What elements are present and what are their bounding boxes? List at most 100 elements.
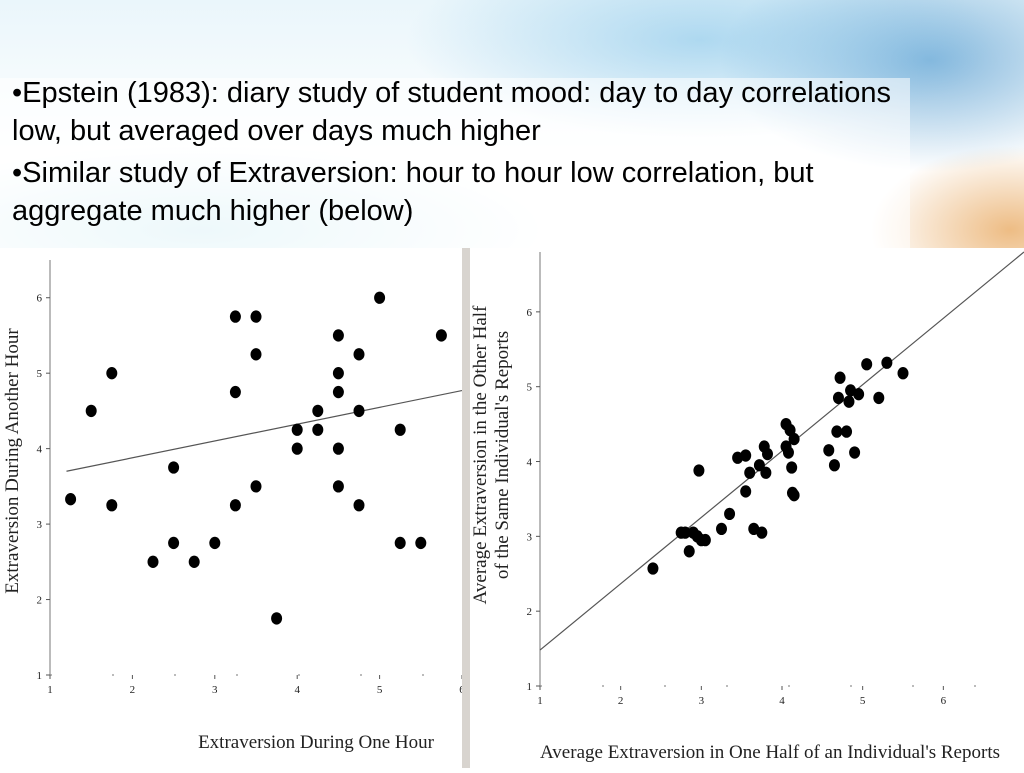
text-panel xyxy=(0,78,910,248)
data-point xyxy=(415,536,427,550)
data-point xyxy=(761,447,773,461)
data-point xyxy=(699,533,711,547)
data-point xyxy=(647,562,659,575)
data-point xyxy=(291,423,303,436)
data-point xyxy=(188,555,200,568)
data-point xyxy=(374,291,386,304)
data-point xyxy=(332,480,344,493)
data-point xyxy=(435,329,447,342)
data-point xyxy=(229,310,241,323)
y-tick-label: 4 xyxy=(37,444,43,456)
data-point xyxy=(740,449,752,462)
data-point xyxy=(85,404,97,418)
y-tick-label: 2 xyxy=(527,606,533,618)
data-point xyxy=(332,329,344,342)
data-point xyxy=(841,425,853,438)
y-axis-title-line: of the Same Individual's Reports xyxy=(492,331,513,579)
scatter-plot-aggregate: 1 2 3 4 5 6 1 2 3 4 5 6 Average Extraversion in One … xyxy=(470,251,1024,763)
y-tick-label: 4 xyxy=(527,457,533,469)
y-tick-label: 2 xyxy=(37,595,43,607)
data-point xyxy=(147,555,159,568)
x-axis-title: Average Extraversion in One Half of an I… xyxy=(540,742,1000,763)
data-point xyxy=(229,385,241,399)
y-tick-label: 5 xyxy=(37,368,43,380)
data-point xyxy=(168,536,180,550)
x-tick-label: 2 xyxy=(130,684,136,696)
data-point xyxy=(744,466,756,479)
x-tick-label: 3 xyxy=(699,695,705,707)
data-point xyxy=(834,371,846,384)
data-point xyxy=(843,395,855,408)
scatter-chart-hourly: 1 2 3 4 5 6 1 2 3 4 5 6 Extraversion During One Hour… xyxy=(0,248,465,768)
y-tick-label: 1 xyxy=(37,670,43,682)
x-axis-title: Extraversion During One Hour xyxy=(198,732,435,753)
data-point xyxy=(881,356,893,369)
data-point xyxy=(693,464,705,477)
data-point xyxy=(897,367,909,380)
y-tick-label: 5 xyxy=(527,382,533,394)
data-point xyxy=(788,432,800,446)
data-point xyxy=(740,485,752,498)
data-point xyxy=(760,466,772,479)
data-point xyxy=(106,367,118,380)
y-tick-label: 1 xyxy=(527,681,533,693)
data-point xyxy=(250,348,262,361)
x-tick-label: 5 xyxy=(860,695,866,707)
x-tick-label: 2 xyxy=(618,695,624,707)
data-point xyxy=(853,388,865,401)
y-axis-title-line: Average Extraversion in the Other Half xyxy=(470,305,491,604)
data-point xyxy=(250,480,262,493)
data-point xyxy=(861,358,873,371)
data-point xyxy=(394,423,406,436)
data-point xyxy=(271,612,283,625)
data-point xyxy=(250,310,262,323)
x-tick-label: 1 xyxy=(47,684,53,696)
data-point xyxy=(353,404,365,418)
data-point xyxy=(716,522,727,536)
data-point xyxy=(679,526,691,539)
data-point xyxy=(832,391,844,405)
bullet-extraversion: •Similar study of Extraversion: hour to … xyxy=(12,157,814,227)
y-tick-label: 6 xyxy=(527,307,533,319)
y-tick-label: 6 xyxy=(37,293,43,305)
data-point xyxy=(332,367,344,380)
data-point xyxy=(828,459,840,472)
regression-line xyxy=(66,389,463,472)
x-tick-label: 5 xyxy=(377,684,383,696)
data-point xyxy=(394,536,406,550)
y-tick-label: 3 xyxy=(527,531,533,543)
data-point xyxy=(312,404,324,418)
data-point xyxy=(332,385,344,399)
regression-line xyxy=(539,251,1024,651)
chart-divider xyxy=(462,248,470,768)
data-point xyxy=(229,499,241,512)
x-tick-label: 6 xyxy=(941,695,947,707)
data-point xyxy=(724,507,736,521)
y-tick-label: 3 xyxy=(37,519,43,531)
bullet-epstein: •Epstein (1983): diary study of student … xyxy=(12,77,892,147)
data-point xyxy=(106,499,118,512)
scatter-chart-aggregate: 1 2 3 4 5 6 1 2 3 4 5 6 Average Extraversion in One … xyxy=(470,248,1024,768)
data-point xyxy=(353,348,365,361)
data-point xyxy=(168,461,180,474)
data-point xyxy=(849,446,861,459)
data-point xyxy=(788,489,800,502)
data-point xyxy=(782,446,794,459)
y-axis-title: Average Extraversion in the Other Halfof… xyxy=(470,305,513,604)
x-tick-label: 4 xyxy=(779,695,785,707)
data-point xyxy=(312,423,324,436)
data-point xyxy=(353,499,365,512)
x-tick-label: 3 xyxy=(212,684,218,696)
data-point xyxy=(683,545,695,558)
data-point xyxy=(756,526,768,539)
data-point xyxy=(209,536,221,550)
x-tick-label: 4 xyxy=(294,684,300,696)
x-tick-label: 1 xyxy=(537,695,543,707)
data-point xyxy=(65,493,77,506)
data-point xyxy=(831,425,843,438)
y-axis-title: Extraversion During Another Hour xyxy=(2,328,23,594)
data-point xyxy=(873,391,885,405)
data-point xyxy=(291,442,303,455)
bullet-list: •Epstein (1983): diary study of student … xyxy=(12,74,902,234)
